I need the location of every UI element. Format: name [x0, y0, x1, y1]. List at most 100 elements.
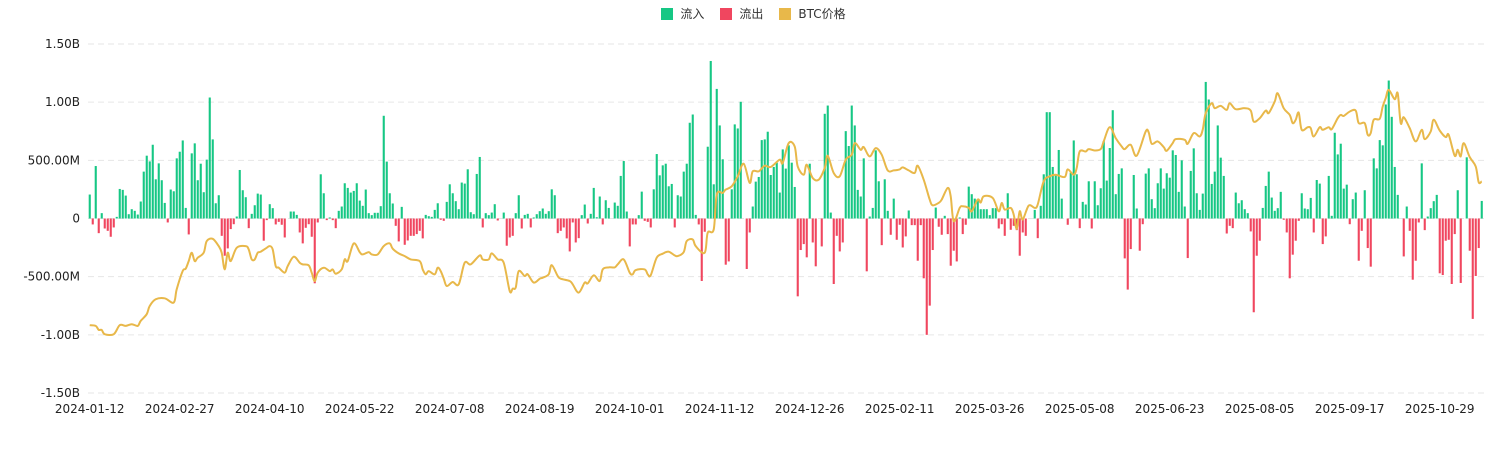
bar-inflow [427, 216, 430, 219]
bar-inflow [769, 174, 772, 219]
bar-inflow [721, 159, 724, 219]
bar-outflow [1291, 218, 1294, 255]
bar-inflow [1306, 209, 1309, 219]
bar-inflow [1465, 157, 1468, 219]
bar-outflow [109, 218, 112, 237]
bar-outflow [1402, 218, 1405, 257]
bar-inflow [139, 201, 142, 219]
bar-outflow [277, 218, 280, 222]
bar-inflow [874, 150, 877, 219]
bar-inflow [1330, 215, 1333, 219]
bar-inflow [190, 153, 193, 219]
bar-outflow [1123, 218, 1126, 259]
bar-inflow [253, 205, 256, 219]
bar-inflow [1207, 99, 1210, 219]
bar-inflow [979, 209, 982, 219]
bar-inflow [184, 207, 187, 219]
bar-inflow [1042, 174, 1045, 219]
bar-inflow [337, 210, 340, 219]
bar-inflow [160, 180, 163, 219]
bar-outflow [223, 218, 226, 256]
bar-inflow [766, 131, 769, 219]
bar-outflow [1324, 218, 1327, 237]
bar-inflow [367, 213, 370, 219]
bar-outflow [1414, 218, 1417, 261]
bar-inflow [715, 88, 718, 219]
bar-inflow [808, 163, 811, 219]
bar-inflow [760, 140, 763, 219]
bar-outflow [1468, 218, 1471, 251]
btc-price-line-group [89, 88, 1483, 336]
legend-swatch-outflow [720, 7, 733, 20]
bar-inflow [1177, 191, 1180, 219]
bar-inflow [1174, 154, 1177, 219]
bar-inflow [1405, 206, 1408, 219]
bar-outflow [229, 218, 232, 230]
bar-outflow [283, 218, 286, 238]
bar-inflow [1153, 208, 1156, 219]
bar-outflow [574, 218, 577, 243]
bar-inflow [1195, 193, 1198, 219]
bar-outflow [409, 218, 412, 236]
bar-inflow [217, 195, 220, 219]
bar-inflow [1060, 198, 1063, 219]
bar-outflow [166, 218, 169, 223]
bar-outflow [865, 218, 868, 272]
bar-outflow [835, 218, 838, 236]
bar-outflow [394, 218, 397, 226]
bar-outflow [1282, 218, 1285, 220]
bar-inflow [751, 206, 754, 219]
bar-inflow [349, 192, 352, 219]
bar-inflow [892, 198, 895, 219]
bar-inflow [1390, 116, 1393, 219]
y-tick-label: -1.50B [41, 386, 80, 400]
bar-outflow [1249, 218, 1252, 232]
bar-inflow [1432, 201, 1435, 219]
bar-inflow [1234, 192, 1237, 219]
bar-inflow [361, 205, 364, 219]
bar-inflow [1006, 193, 1009, 219]
bar-inflow [1216, 125, 1219, 219]
bar-inflow [445, 201, 448, 219]
bar-inflow [517, 195, 520, 219]
y-tick-label: 500.00M [28, 153, 80, 167]
x-axis-labels: 2024-01-12 2024-02-27 2024-04-10 2024-05-22… [55, 402, 1475, 416]
bar-inflow [1381, 145, 1384, 219]
bar-inflow [1345, 184, 1348, 219]
bar-inflow [94, 166, 97, 219]
bar-inflow [691, 114, 694, 219]
bar-inflow [457, 209, 460, 219]
bar-outflow [1312, 218, 1315, 233]
bar-inflow [844, 131, 847, 219]
bar-inflow [547, 211, 550, 219]
bar-inflow [1213, 171, 1216, 219]
bar-inflow [991, 208, 994, 219]
bar-inflow [1111, 110, 1114, 219]
bar-inflow [856, 189, 859, 219]
legend-item-btc-price[interactable]: BTC价格 [779, 5, 846, 22]
bar-outflow [949, 218, 952, 266]
bar-inflow [640, 191, 643, 219]
bar-inflow [763, 139, 766, 219]
bar-inflow [736, 128, 739, 219]
legend-item-outflow[interactable]: 流出 [720, 5, 763, 22]
bar-outflow [1297, 218, 1300, 221]
bar-inflow [1354, 192, 1357, 219]
x-tick-label: 2024-01-12 [55, 402, 125, 416]
bar-outflow [1360, 218, 1363, 231]
bar-inflow [862, 158, 865, 219]
bar-inflow [208, 97, 211, 219]
bar-inflow [1084, 204, 1087, 219]
bar-inflow [364, 189, 367, 219]
bar-outflow [316, 218, 319, 223]
bar-inflow [133, 210, 136, 219]
bar-inflow [1114, 194, 1117, 219]
bar-outflow [940, 218, 943, 235]
legend-item-inflow[interactable]: 流入 [661, 5, 704, 22]
bar-outflow [1417, 218, 1420, 223]
bar-inflow [1327, 175, 1330, 219]
bar-inflow [1318, 183, 1321, 219]
bar-inflow [1303, 208, 1306, 219]
bar-outflow [274, 218, 277, 225]
